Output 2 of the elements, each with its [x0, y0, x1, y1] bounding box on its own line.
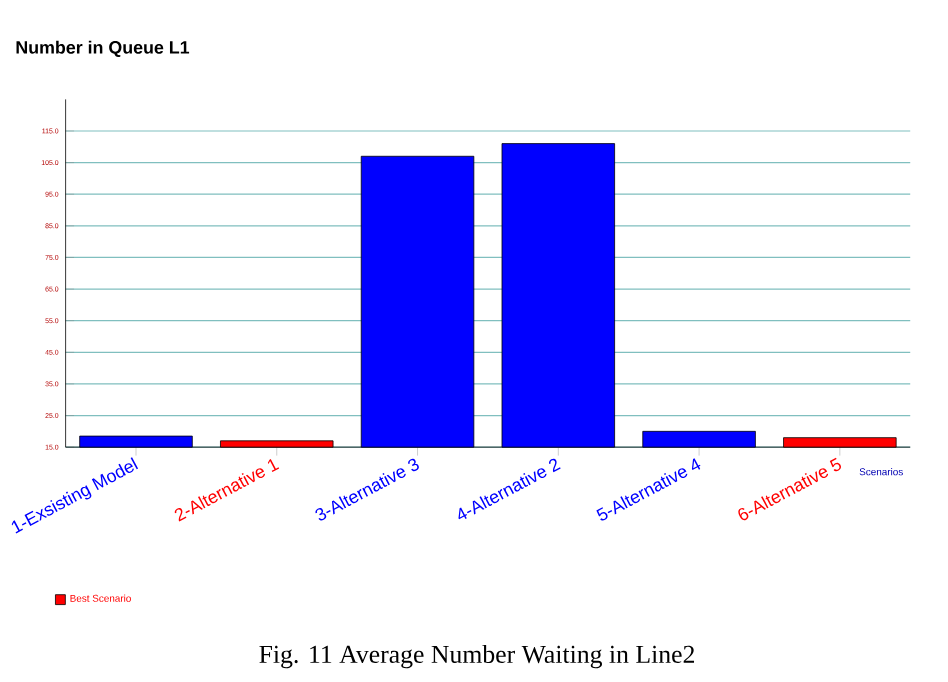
caption: Fig. 11 Average Number Waiting in Line2 [259, 645, 695, 669]
chart-title: Number in Queue L1 [16, 40, 190, 58]
